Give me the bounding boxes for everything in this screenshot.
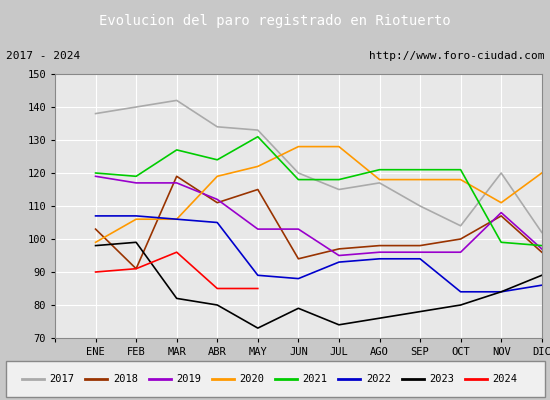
Text: 2017: 2017 (50, 374, 74, 384)
Text: 2018: 2018 (113, 374, 138, 384)
Text: 2019: 2019 (176, 374, 201, 384)
Text: Evolucion del paro registrado en Riotuerto: Evolucion del paro registrado en Riotuer… (99, 14, 451, 28)
Text: http://www.foro-ciudad.com: http://www.foro-ciudad.com (369, 51, 544, 61)
Text: 2023: 2023 (429, 374, 454, 384)
Text: 2022: 2022 (366, 374, 390, 384)
Text: 2020: 2020 (239, 374, 264, 384)
Text: 2024: 2024 (492, 374, 517, 384)
Text: 2017 - 2024: 2017 - 2024 (6, 51, 80, 61)
Text: 2021: 2021 (302, 374, 327, 384)
